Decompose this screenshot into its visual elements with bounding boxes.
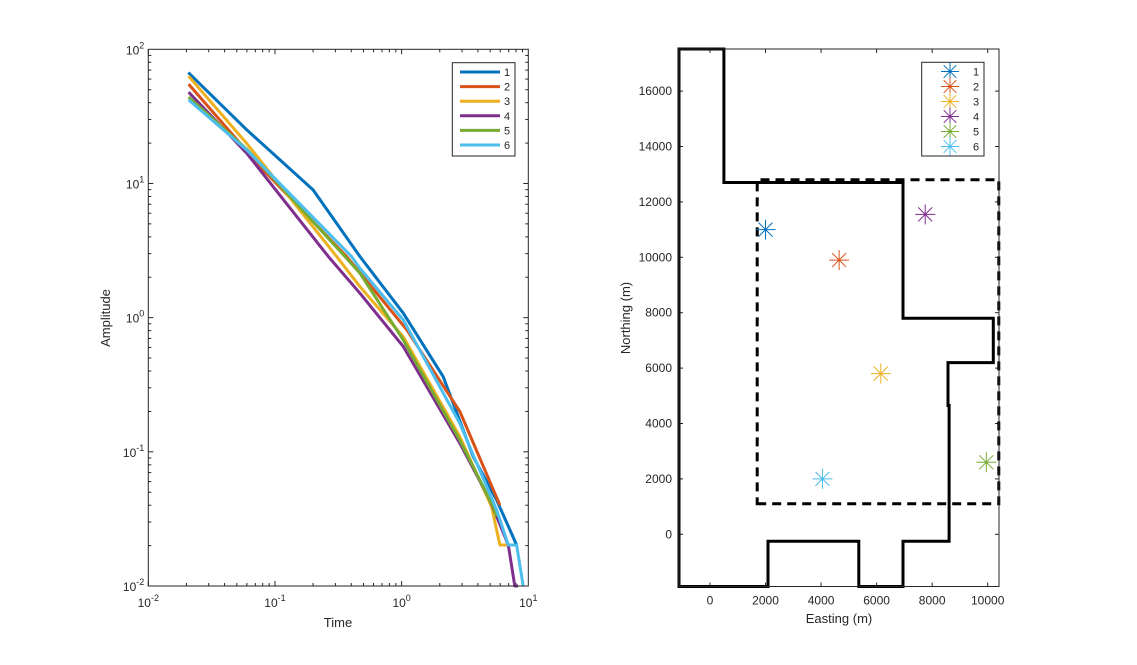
y-tick-label: 0 [665,527,672,541]
marker-center [948,100,952,103]
marker-center [948,115,952,118]
x-tick-label: 2000 [752,594,779,608]
solid-boundary [677,47,995,588]
marker-center [948,130,952,133]
legend-marker-1 [941,62,959,81]
y-axis-label-amplitude: Amplitude [98,289,113,347]
series-line-1 [187,71,518,546]
marker-center [948,70,952,73]
y-axis-label-northing: Northing (m) [618,282,633,354]
series-line-5 [187,95,499,517]
legend: 1 2 3 4 5 6 [451,62,516,157]
marker-center [837,258,841,262]
x-axis-label-time: Time [324,615,352,630]
station-marker-4 [915,204,936,225]
station-marker-3 [870,363,891,384]
axes-box [147,48,529,587]
x-tick-label: 4000 [808,594,835,608]
legend-marker-4 [941,107,959,126]
x-tick-label: 6000 [863,594,890,608]
legend-label-2: 2 [504,82,510,94]
legend-label-6: 6 [504,140,510,152]
amplitude-time-axes: 10-2 10-1 100 101 10-2 10-1 100 101 102 1 2 3 4 5 6 [123,40,538,610]
legend-label-1: 1 [973,67,979,79]
marker-center [948,145,952,148]
marker-center [985,460,988,464]
y-tick-label: 10000 [639,250,673,264]
legend-marker-6 [941,137,959,156]
legend-label-5: 5 [973,127,979,139]
y-tick-label: 8000 [645,306,672,320]
y-tick-label: 14000 [639,140,673,154]
marker-center [879,372,883,375]
easting-northing-axes: 0 2000 4000 6000 8000 10000 0 2000 4000 6000 8000 1… [639,47,1005,608]
y-tick-label: 101 [126,174,144,191]
y-tick-label: 12000 [639,195,673,209]
y-tick-label: 2000 [645,472,672,486]
marker-center [764,228,767,231]
legend-label-2: 2 [973,82,979,94]
y-tick-label: 4000 [645,417,672,431]
series-line-4 [187,91,518,588]
y-tick-label: 10-1 [123,443,144,460]
x-tick-label: 8000 [919,594,946,608]
x-axis-label-easting: Easting (m) [806,611,872,626]
legend-box [451,62,516,157]
y-tick-label: 100 [126,309,144,326]
axes-box [678,48,1000,587]
legend-label-4: 4 [973,112,979,124]
x-tick-label: 101 [519,593,537,610]
dashed-boundary [755,178,1001,506]
station-marker-6 [812,468,833,489]
marker-center [923,213,927,216]
series-line-6 [187,98,525,587]
legend-label-5: 5 [504,125,510,137]
marker-center [948,85,952,88]
y-tick-label: 10-2 [123,577,144,594]
y-tick-label: 6000 [645,361,672,375]
y-tick-label: 102 [126,40,144,57]
x-tick-label: 0 [707,594,714,608]
legend-label-6: 6 [973,142,979,154]
station-marker-1 [755,219,776,240]
y-tick-label: 16000 [639,84,673,98]
marker-center [821,477,824,481]
legend-label-1: 1 [504,67,510,79]
legend-box [921,61,985,157]
legend: 1 2 3 4 5 6 [921,61,985,157]
legend-label-3: 3 [504,96,510,108]
station-marker-2 [829,250,850,271]
station-marker-5 [976,452,997,473]
x-tick-label: 10-1 [264,593,285,610]
x-tick-label: 100 [392,593,410,610]
x-tick-label: 10000 [971,594,1005,608]
legend-label-4: 4 [504,111,510,123]
x-tick-label: 10-2 [138,593,159,610]
legend-label-3: 3 [973,97,979,109]
